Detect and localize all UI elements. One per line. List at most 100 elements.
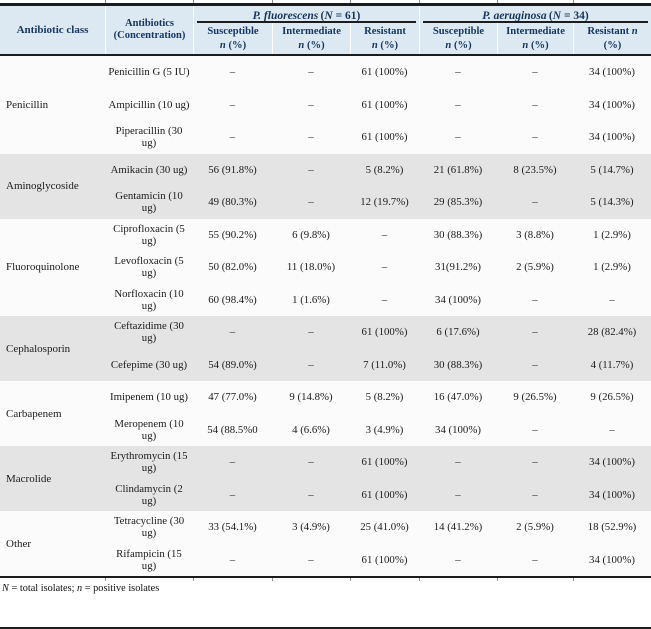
antibiotic-cell: Clindamycin (2 ug) — [115, 482, 183, 507]
column-tick — [272, 578, 273, 581]
antibiotic-cell: Ciprofloxacin (5 ug) — [113, 222, 185, 247]
antibiotics-concentration-header: Antibiotics (Concentration) — [105, 6, 193, 54]
group-other: Other Tetracycline (30 ug) 33 (54.1%) 3 (4.… — [0, 511, 651, 576]
value-cell: – — [229, 66, 236, 79]
top-column-ticks — [0, 0, 651, 3]
value-cell: 1 (2.9%) — [593, 261, 631, 274]
value-cell: – — [532, 293, 538, 306]
value-cell: – — [229, 456, 236, 469]
class-cell: Macrolide — [6, 472, 52, 485]
value-cell: – — [455, 553, 461, 566]
value-cell: 18 (52.9%) — [587, 521, 637, 534]
value-cell: – — [532, 131, 538, 144]
column-tick — [105, 0, 106, 3]
antibiotic-cell: Piperacillin (30 ug) — [115, 125, 183, 150]
column-tick — [497, 0, 498, 3]
value-cell: 4 (6.6%) — [292, 423, 330, 436]
group-fluoroquinolone: Fluoroquinolone Ciprofloxacin (5 ug) 55 (9… — [0, 218, 651, 316]
class-cell: Other — [6, 537, 32, 550]
value-cell: 55 (90.2%) — [208, 228, 257, 241]
group-macrolide: Macrolide Erythromycin (15 ug) – – 61 (100%)… — [0, 446, 651, 511]
value-cell: 3 (4.9%) — [292, 521, 330, 534]
table-top-rule — [0, 3, 651, 6]
table-bottom-rule — [0, 576, 651, 578]
value-cell: 5 (14.7%) — [590, 163, 634, 176]
class-cell: Cephalosporin — [6, 342, 71, 355]
value-cell: 21 (61.8%) — [433, 163, 483, 176]
value-cell: – — [308, 131, 314, 144]
value-cell: 50 (82.0%) — [208, 261, 257, 274]
column-tick — [350, 0, 351, 3]
value-cell: – — [381, 293, 388, 306]
value-cell: 12 (19.7%) — [360, 196, 409, 209]
column-tick — [105, 578, 106, 581]
value-cell: – — [381, 261, 388, 274]
value-cell: – — [532, 326, 538, 339]
value-cell: – — [229, 553, 236, 566]
value-cell: – — [532, 66, 538, 79]
value-cell: 54 (89.0%) — [208, 358, 257, 371]
value-cell: 30 (88.3%) — [433, 358, 483, 371]
group-cephalosporin: Cephalosporin Ceftazidime (30 ug) – – 61 (10… — [0, 316, 651, 381]
value-cell: 33 (54.1%) — [208, 521, 257, 534]
header-bottom-rule — [0, 54, 651, 56]
value-cell: 5 (8.2%) — [365, 163, 404, 176]
value-cell: 61 (100%) — [361, 553, 408, 566]
value-cell: – — [532, 553, 538, 566]
subcol-header-fluorescens-intermediate: Intermediate n (%) — [272, 23, 350, 54]
antibiotic-cell: Cefepime (30 ug) — [110, 358, 188, 371]
class-cell: Fluoroquinolone — [6, 261, 80, 274]
value-cell: 30 (88.3%) — [433, 228, 483, 241]
footnote: N = total isolates; n = positive isolate… — [2, 583, 160, 594]
value-cell: 61 (100%) — [361, 456, 408, 469]
column-tick — [573, 0, 574, 3]
value-cell: – — [229, 98, 236, 111]
value-cell: 61 (100%) — [361, 488, 408, 501]
antibiotic-cell: Imipenem (10 ug) — [110, 391, 188, 404]
species-header-text: P. aeruginosa (N = 34) — [482, 9, 589, 22]
group-penicillin: Penicillin Penicillin G (5 IU) – – 61 (100%)… — [0, 56, 651, 154]
value-cell: 61 (100%) — [361, 66, 408, 79]
group-carbapenem: Carbapenem Imipenem (10 ug) 47 (77.0%) 9 (1… — [0, 381, 651, 446]
value-cell: 14 (41.2%) — [433, 521, 483, 534]
class-cell: Penicillin — [6, 98, 49, 111]
value-cell: 34 (100%) — [589, 131, 635, 144]
value-cell: – — [308, 488, 314, 501]
value-cell: 34 (100%) — [589, 456, 635, 469]
value-cell: 34 (100%) — [435, 293, 481, 306]
value-cell: – — [455, 66, 461, 79]
column-tick — [350, 578, 351, 581]
value-cell: – — [308, 553, 314, 566]
value-cell: – — [609, 293, 615, 306]
table-header: Antibiotic class Antibiotics (Concentrat… — [0, 6, 651, 54]
species-header-fluorescens: P. fluorescens (N = 61) — [193, 6, 419, 23]
column-tick — [419, 578, 420, 581]
value-cell: – — [532, 358, 538, 371]
value-cell: 25 (41.0%) — [360, 521, 409, 534]
subcol-header-aeruginosa-susceptible: Susceptible n (%) — [419, 23, 497, 54]
antibiotic-cell: Tetracycline (30 ug) — [113, 515, 185, 540]
value-cell: – — [532, 456, 538, 469]
value-cell: 7 (11.0%) — [363, 358, 406, 371]
subcol-header-fluorescens-susceptible: Susceptible n (%) — [193, 23, 272, 54]
value-cell: 31(91.2%) — [435, 261, 481, 274]
value-cell: 47 (77.0%) — [208, 391, 257, 404]
class-cell: Aminoglycoside — [6, 180, 79, 192]
value-cell: – — [532, 98, 538, 111]
value-cell: 3 (4.9%) — [365, 423, 404, 436]
value-cell: 34 (100%) — [589, 488, 635, 501]
value-cell: – — [308, 66, 314, 79]
antibiotic-cell: Ampicillin (10 ug) — [108, 98, 190, 111]
value-cell: 61 (100%) — [361, 98, 408, 111]
value-cell: – — [532, 196, 538, 209]
value-cell: – — [455, 131, 461, 144]
value-cell: – — [532, 488, 538, 501]
value-cell: 9 (14.8%) — [289, 391, 333, 404]
value-cell: – — [229, 131, 236, 144]
value-cell: 49 (80.3%) — [208, 196, 257, 209]
column-tick — [497, 578, 498, 581]
value-cell: 9 (26.5%) — [590, 391, 634, 404]
value-cell: 34 (100%) — [435, 423, 481, 436]
value-cell: – — [455, 98, 461, 111]
value-cell: 61 (100%) — [361, 326, 408, 339]
